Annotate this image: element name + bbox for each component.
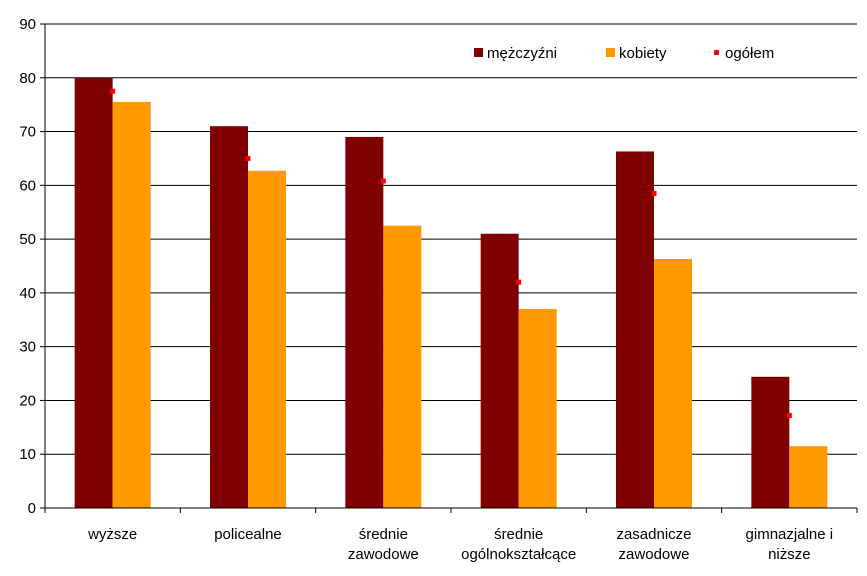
x-axis-labels: wyższe policealne średnie zawodowe średnie og… <box>87 526 833 563</box>
category-label: ogólnokształcące <box>461 546 576 563</box>
legend-label: kobiety <box>619 45 667 62</box>
total-marker <box>380 178 386 184</box>
y-axis-ticks: 0 10 20 30 40 50 60 70 80 90 <box>19 16 45 517</box>
total-marker <box>786 413 792 419</box>
y-tick-label: 30 <box>19 339 36 356</box>
legend-swatch <box>714 50 719 55</box>
bar-women <box>654 259 692 508</box>
category-label: zawodowe <box>619 546 690 563</box>
legend-swatch <box>606 48 615 57</box>
total-marker <box>651 190 657 196</box>
bar-men <box>616 151 654 508</box>
y-tick-label: 60 <box>19 177 36 194</box>
axes <box>44 24 858 513</box>
bar-women <box>789 446 828 508</box>
legend-label: ogółem <box>725 45 774 62</box>
category-label: średnie <box>359 526 408 543</box>
category-label: gimnazjalne i <box>746 526 834 543</box>
category-label: niższe <box>768 546 811 563</box>
y-tick-label: 20 <box>19 392 36 409</box>
total-markers <box>110 88 792 419</box>
category-label: zawodowe <box>348 546 419 563</box>
bar-women <box>112 101 151 508</box>
bars <box>74 77 828 509</box>
legend-swatch <box>474 48 483 57</box>
total-marker <box>110 88 116 94</box>
category-label: wyższe <box>87 526 137 543</box>
total-marker <box>245 155 251 161</box>
bar-men <box>345 136 384 508</box>
gridlines <box>45 23 857 455</box>
y-tick-label: 70 <box>19 124 36 141</box>
legend: mężczyźni kobiety ogółem <box>474 45 774 62</box>
category-label: średnie <box>494 526 543 543</box>
bar-men <box>210 126 248 508</box>
bar-women <box>518 309 557 508</box>
bar-women <box>383 225 422 508</box>
y-tick-label: 50 <box>19 231 36 248</box>
bar-men <box>480 233 519 508</box>
bar-men <box>74 77 113 509</box>
y-tick-label: 80 <box>19 70 36 87</box>
category-label: policealne <box>214 526 282 543</box>
legend-label: mężczyźni <box>487 45 557 62</box>
bar-women <box>248 170 286 508</box>
category-label: zasadnicze <box>616 526 691 543</box>
bar-men <box>751 376 790 508</box>
y-tick-label: 10 <box>19 446 36 463</box>
total-marker <box>516 279 522 285</box>
y-tick-label: 90 <box>19 16 36 33</box>
y-tick-label: 40 <box>19 285 36 302</box>
y-tick-label: 0 <box>28 500 36 517</box>
